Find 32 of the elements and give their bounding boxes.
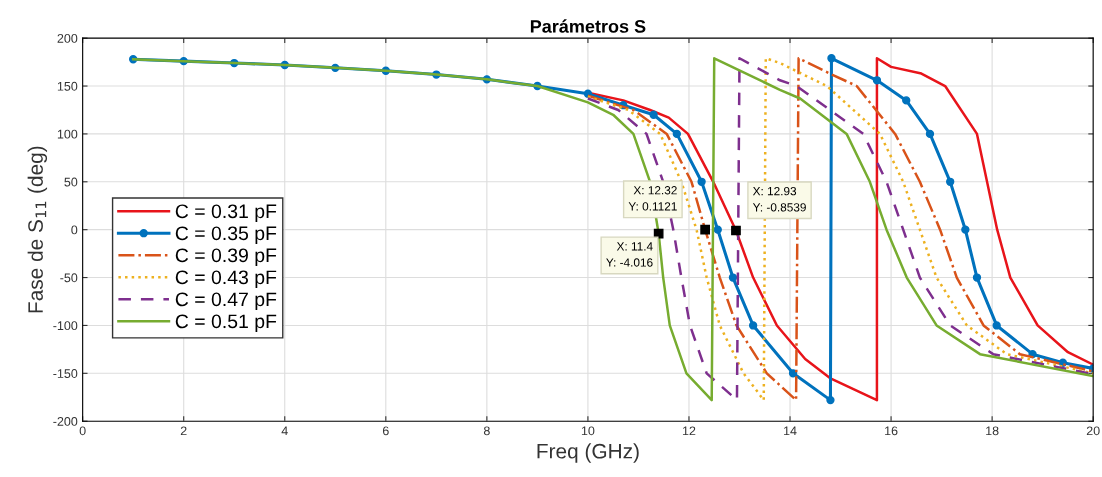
annotation: X: 12.93 Y: -0.8539	[752, 187, 806, 212]
legend-label: C = 0.39 pF	[175, 248, 277, 267]
y-tick-label: 100	[57, 129, 78, 139]
annotation: X: 12.32 Y: 0.1121	[628, 186, 677, 211]
x-tick-label: 20	[1086, 426, 1100, 436]
y-tick-label: -100	[53, 321, 78, 331]
y-tick-label: 50	[64, 177, 78, 187]
y-tick-label: -200	[53, 416, 78, 426]
legend-label: C = 0.35 pF	[175, 226, 277, 245]
y-tick-label: -50	[60, 273, 78, 283]
chart-title: Parámetros S	[530, 19, 646, 33]
x-tick-label: 0	[79, 426, 86, 436]
legend-label: C = 0.47 pF	[175, 292, 277, 311]
x-tick-label: 6	[382, 426, 389, 436]
y-tick-label: -150	[53, 369, 78, 378]
x-tick-label: 16	[885, 426, 898, 436]
legend-label: C = 0.31 pF	[175, 204, 277, 222]
x-tick-label: 8	[483, 426, 490, 436]
annotation: X: 11.4 Y: -4.016	[606, 242, 653, 267]
x-tick-label: 4	[281, 426, 288, 436]
legend-label: C = 0.43 pF	[175, 270, 277, 289]
x-tick-label: 2	[180, 426, 187, 436]
x-tick-label: 10	[581, 426, 595, 436]
y-tick-label: 150	[57, 81, 78, 91]
x-tick-label: 14	[784, 426, 797, 436]
x-tick-label: 18	[986, 426, 999, 436]
x-tick-label: 12	[682, 426, 696, 436]
y-tick-label: 0	[71, 225, 78, 235]
x-axis-title: Freq (GHz)	[537, 443, 639, 463]
legend-label: C = 0.51 pF	[175, 314, 277, 333]
y-tick-label: 200	[57, 33, 78, 43]
y-axis-title: Fase de S$_{11}$ (deg)	[27, 146, 48, 313]
